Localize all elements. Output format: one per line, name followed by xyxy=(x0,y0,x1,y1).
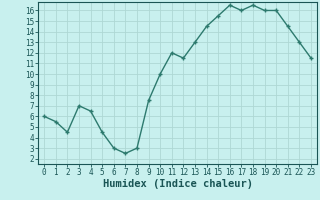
X-axis label: Humidex (Indice chaleur): Humidex (Indice chaleur) xyxy=(103,179,252,189)
